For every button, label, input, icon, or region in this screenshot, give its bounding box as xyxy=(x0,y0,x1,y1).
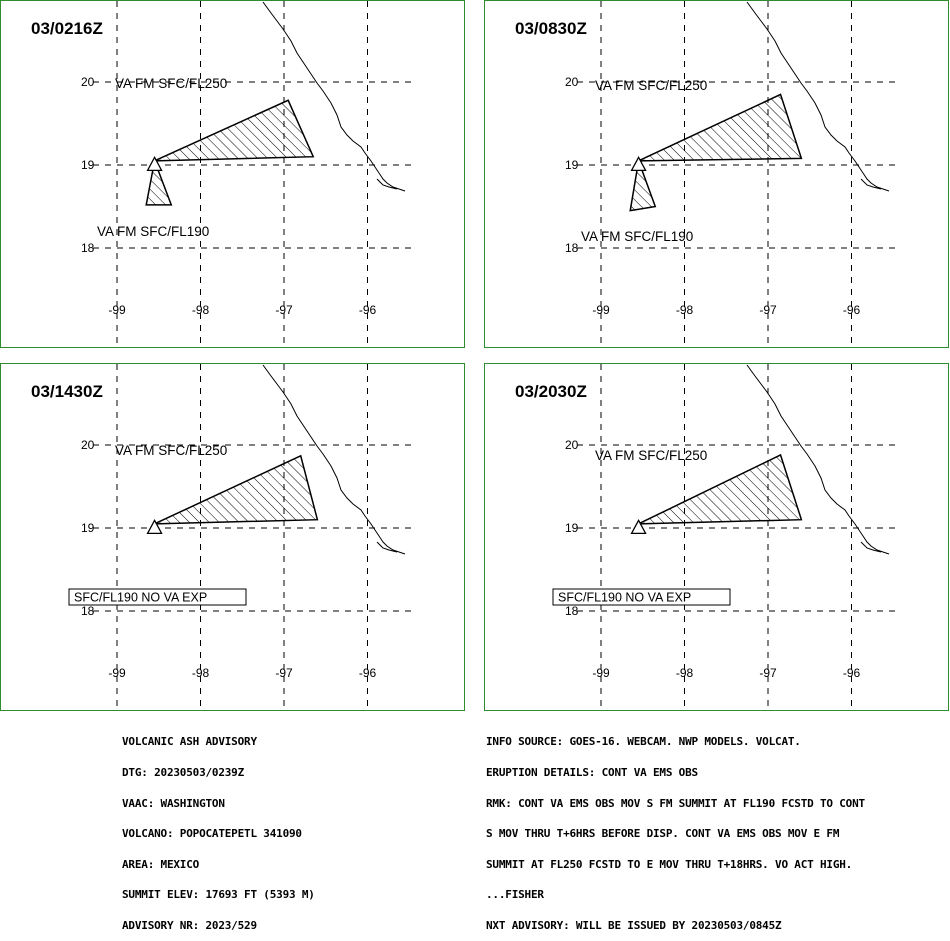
longitude-label: -96 xyxy=(843,303,861,317)
ash-layer-label: VA FM SFC/FL250 xyxy=(595,448,707,463)
latitude-label: 19 xyxy=(81,521,95,535)
coastline-detail xyxy=(376,178,398,190)
longitude-label: -99 xyxy=(592,303,610,317)
map-canvas: -99 -98 -97 -96 20 19 18 VA FM SFC/FL250 VA FM S… xyxy=(565,1,895,349)
longitude-label: -98 xyxy=(676,303,694,317)
map-canvas: -99 -98 -97 -96 20 19 18 VA FM SFC/FL250 SFC/FL1… xyxy=(68,364,411,712)
map-canvas: -99 -98 -97 -96 20 19 18 VA FM SFC/FL250 VA FM S… xyxy=(81,1,411,349)
longitude-label: -99 xyxy=(592,666,610,680)
map-panel-2: -99 -98 -97 -96 20 19 18 VA FM SFC/FL250 VA FM S… xyxy=(484,0,949,349)
latitude-label: 20 xyxy=(565,75,579,89)
no-ash-text: SFC/FL190 NO VA EXP xyxy=(74,591,207,605)
ash-layer-label: VA FM SFC/FL250 xyxy=(115,443,227,458)
latitude-label: 19 xyxy=(565,158,579,172)
advisory-line: SUMMIT ELEV: 17693 FT (5393 M) xyxy=(122,888,315,902)
longitude-label: -98 xyxy=(676,666,694,680)
advisory-line: ADVISORY NR: 2023/529 xyxy=(122,919,257,933)
longitude-label: -98 xyxy=(192,303,210,317)
coastline-detail xyxy=(860,178,882,190)
advisory-line: S MOV THRU T+6HRS BEFORE DISP. CONT VA E… xyxy=(486,827,840,841)
volcano-icon xyxy=(630,518,647,534)
advisory-line: AREA: MEXICO xyxy=(122,857,200,871)
advisory-line: VOLCANIC ASH ADVISORY xyxy=(122,735,257,749)
ash-polygon xyxy=(154,454,319,525)
advisory-line: NXT ADVISORY: WILL BE ISSUED BY 20230503… xyxy=(486,919,782,933)
coastline xyxy=(746,364,890,555)
ash-polygon xyxy=(145,158,173,206)
longitude-label: -97 xyxy=(759,303,777,317)
map-panel-4: -99 -98 -97 -96 20 19 18 VA FM SFC/FL250 SFC/FL1… xyxy=(484,363,949,712)
ash-polygon xyxy=(154,99,315,162)
graticule xyxy=(93,1,411,349)
advisory-remarks-block: INFO SOURCE: GOES-16. WEBCAM. NWP MODELS… xyxy=(486,717,865,941)
coastline xyxy=(746,1,890,192)
advisory-line: VAAC: WASHINGTON xyxy=(122,796,225,810)
coastline xyxy=(262,364,406,555)
ash-polygon xyxy=(638,453,803,525)
ash-polygon xyxy=(638,93,803,162)
longitude-label: -97 xyxy=(759,666,777,680)
latitude-label: 20 xyxy=(81,438,95,452)
longitude-label: -96 xyxy=(359,303,377,317)
graticule xyxy=(577,364,895,712)
latitude-label: 18 xyxy=(81,241,95,255)
advisory-line: RMK: CONT VA EMS OBS MOV S FM SUMMIT AT … xyxy=(486,796,865,810)
graticule xyxy=(577,1,895,349)
ash-polygon xyxy=(629,157,657,212)
volcano-icon xyxy=(146,518,163,534)
no-ash-box xyxy=(552,588,731,606)
longitude-label: -98 xyxy=(192,666,210,680)
panel-time-label: 03/0216Z xyxy=(31,19,103,38)
latitude-label: 19 xyxy=(565,521,579,535)
panel-time-label: 03/1430Z xyxy=(31,382,103,401)
map-canvas: -99 -98 -97 -96 20 19 18 VA FM SFC/FL250 SFC/FL1… xyxy=(552,364,895,712)
advisory-line: VOLCANO: POPOCATEPETL 341090 xyxy=(122,827,302,841)
panel-time-label: 03/0830Z xyxy=(515,19,587,38)
coastline-detail xyxy=(860,541,882,553)
volcano-icon xyxy=(146,155,163,171)
no-ash-text: SFC/FL190 NO VA EXP xyxy=(558,591,691,605)
map-panel-3: -99 -98 -97 -96 20 19 18 VA FM SFC/FL250 SFC/FL1… xyxy=(0,363,465,712)
volcano-icon xyxy=(630,155,647,171)
longitude-label: -96 xyxy=(359,666,377,680)
advisory-line: DTG: 20230503/0239Z xyxy=(122,766,245,780)
advisory-line: SUMMIT AT FL250 FCSTD TO E MOV THRU T+18… xyxy=(486,857,853,871)
graticule xyxy=(93,364,411,712)
latitude-label: 18 xyxy=(565,241,579,255)
no-ash-box xyxy=(68,588,247,606)
ash-layer-label: VA FM SFC/FL190 xyxy=(581,229,693,244)
advisory-header-block: VOLCANIC ASH ADVISORY DTG: 20230503/0239… xyxy=(122,717,315,941)
latitude-label: 18 xyxy=(81,604,95,618)
ash-layer-label: VA FM SFC/FL190 xyxy=(97,224,209,239)
ash-layer-label: VA FM SFC/FL250 xyxy=(115,76,227,91)
latitude-label: 20 xyxy=(81,75,95,89)
map-panel-1: -99 -98 -97 -96 20 19 18 VA FM SFC/FL250 VA FM S… xyxy=(0,0,465,349)
latitude-label: 18 xyxy=(565,604,579,618)
longitude-label: -97 xyxy=(275,666,293,680)
longitude-label: -96 xyxy=(843,666,861,680)
longitude-label: -99 xyxy=(108,303,126,317)
panel-time-label: 03/2030Z xyxy=(515,382,587,401)
ash-layer-label: VA FM SFC/FL250 xyxy=(595,78,707,93)
coastline xyxy=(262,1,406,192)
coastline-detail xyxy=(376,541,398,553)
longitude-label: -97 xyxy=(275,303,293,317)
latitude-label: 19 xyxy=(81,158,95,172)
advisory-line: ...FISHER xyxy=(486,888,544,902)
advisory-line: ERUPTION DETAILS: CONT VA EMS OBS xyxy=(486,766,698,780)
advisory-line: INFO SOURCE: GOES-16. WEBCAM. NWP MODELS… xyxy=(486,735,801,749)
longitude-label: -99 xyxy=(108,666,126,680)
latitude-label: 20 xyxy=(565,438,579,452)
